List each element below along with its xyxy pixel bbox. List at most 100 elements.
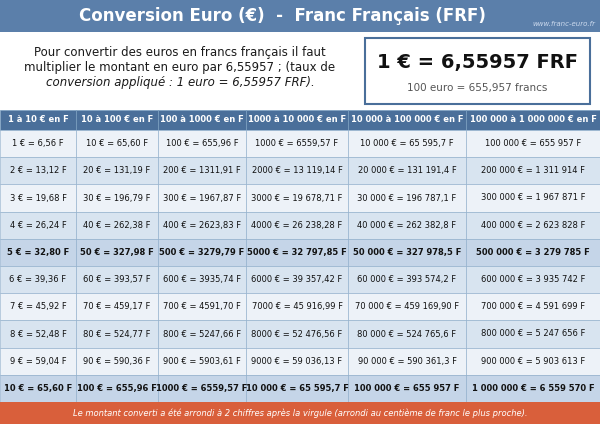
Text: 100 000 à 1 000 000 € en F: 100 000 à 1 000 000 € en F xyxy=(470,115,596,125)
Text: 300 € = 1967,87 F: 300 € = 1967,87 F xyxy=(163,193,241,203)
Text: 100 000 € = 655 957 F: 100 000 € = 655 957 F xyxy=(485,139,581,148)
FancyBboxPatch shape xyxy=(0,402,600,424)
FancyBboxPatch shape xyxy=(0,321,76,348)
FancyBboxPatch shape xyxy=(76,110,158,130)
FancyBboxPatch shape xyxy=(246,184,348,212)
Text: 50 000 € = 327 978,5 F: 50 000 € = 327 978,5 F xyxy=(353,248,461,257)
Text: 1000 € = 6559,57 F: 1000 € = 6559,57 F xyxy=(157,384,248,393)
FancyBboxPatch shape xyxy=(348,130,466,157)
FancyBboxPatch shape xyxy=(0,239,76,266)
FancyBboxPatch shape xyxy=(158,110,246,130)
Text: 10 000 € = 65 595,7 F: 10 000 € = 65 595,7 F xyxy=(245,384,349,393)
Text: 2 € = 13,12 F: 2 € = 13,12 F xyxy=(10,166,67,175)
FancyBboxPatch shape xyxy=(76,321,158,348)
FancyBboxPatch shape xyxy=(76,348,158,375)
Text: 8 € = 52,48 F: 8 € = 52,48 F xyxy=(10,329,67,338)
Text: 30 € = 196,79 F: 30 € = 196,79 F xyxy=(83,193,151,203)
FancyBboxPatch shape xyxy=(348,184,466,212)
FancyBboxPatch shape xyxy=(348,239,466,266)
Text: 1 € = 6,55957 FRF: 1 € = 6,55957 FRF xyxy=(377,53,578,72)
FancyBboxPatch shape xyxy=(0,348,76,375)
Text: 9 € = 59,04 F: 9 € = 59,04 F xyxy=(10,357,67,365)
FancyBboxPatch shape xyxy=(76,212,158,239)
Text: 60 000 € = 393 574,2 F: 60 000 € = 393 574,2 F xyxy=(358,275,457,284)
FancyBboxPatch shape xyxy=(466,348,600,375)
Text: 200 € = 1311,91 F: 200 € = 1311,91 F xyxy=(163,166,241,175)
Text: 600 000 € = 3 935 742 F: 600 000 € = 3 935 742 F xyxy=(481,275,585,284)
Text: 1 à 10 € en F: 1 à 10 € en F xyxy=(8,115,68,125)
FancyBboxPatch shape xyxy=(0,184,76,212)
Text: 500 € = 3279,79 F: 500 € = 3279,79 F xyxy=(160,248,245,257)
FancyBboxPatch shape xyxy=(0,266,76,293)
Text: 9000 € = 59 036,13 F: 9000 € = 59 036,13 F xyxy=(251,357,343,365)
Text: 800 € = 5247,66 F: 800 € = 5247,66 F xyxy=(163,329,241,338)
Text: 400 € = 2623,83 F: 400 € = 2623,83 F xyxy=(163,221,241,230)
Text: 100 euro = 655,957 francs: 100 euro = 655,957 francs xyxy=(407,83,548,93)
Text: 900 000 € = 5 903 613 F: 900 000 € = 5 903 613 F xyxy=(481,357,585,365)
FancyBboxPatch shape xyxy=(76,157,158,184)
Text: 3000 € = 19 678,71 F: 3000 € = 19 678,71 F xyxy=(251,193,343,203)
FancyBboxPatch shape xyxy=(0,32,600,110)
FancyBboxPatch shape xyxy=(246,348,348,375)
FancyBboxPatch shape xyxy=(246,239,348,266)
Text: 80 € = 524,77 F: 80 € = 524,77 F xyxy=(83,329,151,338)
Text: 5000 € = 32 797,85 F: 5000 € = 32 797,85 F xyxy=(247,248,347,257)
Text: 10 000 € = 65 595,7 F: 10 000 € = 65 595,7 F xyxy=(360,139,454,148)
FancyBboxPatch shape xyxy=(246,110,348,130)
Text: 70 000 € = 459 169,90 F: 70 000 € = 459 169,90 F xyxy=(355,302,459,311)
FancyBboxPatch shape xyxy=(0,110,76,130)
FancyBboxPatch shape xyxy=(0,375,76,402)
Text: 100 à 1000 € en F: 100 à 1000 € en F xyxy=(160,115,244,125)
FancyBboxPatch shape xyxy=(0,157,76,184)
FancyBboxPatch shape xyxy=(158,212,246,239)
Text: 7000 € = 45 916,99 F: 7000 € = 45 916,99 F xyxy=(251,302,343,311)
Text: 8000 € = 52 476,56 F: 8000 € = 52 476,56 F xyxy=(251,329,343,338)
Text: 80 000 € = 524 765,6 F: 80 000 € = 524 765,6 F xyxy=(358,329,457,338)
FancyBboxPatch shape xyxy=(158,293,246,321)
FancyBboxPatch shape xyxy=(246,266,348,293)
Text: 70 € = 459,17 F: 70 € = 459,17 F xyxy=(83,302,151,311)
Text: 700 € = 4591,70 F: 700 € = 4591,70 F xyxy=(163,302,241,311)
Text: conversion appliqué : 1 euro = 6,55957 FRF).: conversion appliqué : 1 euro = 6,55957 F… xyxy=(46,76,314,89)
Text: Conversion Euro (€)  -  Franc Français (FRF): Conversion Euro (€) - Franc Français (FR… xyxy=(79,7,485,25)
Text: 6 € = 39,36 F: 6 € = 39,36 F xyxy=(10,275,67,284)
FancyBboxPatch shape xyxy=(466,157,600,184)
Text: 800 000 € = 5 247 656 F: 800 000 € = 5 247 656 F xyxy=(481,329,585,338)
FancyBboxPatch shape xyxy=(466,321,600,348)
Text: 4000 € = 26 238,28 F: 4000 € = 26 238,28 F xyxy=(251,221,343,230)
FancyBboxPatch shape xyxy=(76,130,158,157)
Text: 600 € = 3935,74 F: 600 € = 3935,74 F xyxy=(163,275,241,284)
FancyBboxPatch shape xyxy=(0,293,76,321)
FancyBboxPatch shape xyxy=(0,0,600,32)
Text: 10 000 à 100 000 € en F: 10 000 à 100 000 € en F xyxy=(351,115,463,125)
Text: 40 € = 262,38 F: 40 € = 262,38 F xyxy=(83,221,151,230)
FancyBboxPatch shape xyxy=(466,293,600,321)
FancyBboxPatch shape xyxy=(466,212,600,239)
FancyBboxPatch shape xyxy=(466,266,600,293)
FancyBboxPatch shape xyxy=(0,130,76,157)
Text: 90 000 € = 590 361,3 F: 90 000 € = 590 361,3 F xyxy=(358,357,457,365)
FancyBboxPatch shape xyxy=(246,321,348,348)
Text: 3 € = 19,68 F: 3 € = 19,68 F xyxy=(10,193,67,203)
Text: 60 € = 393,57 F: 60 € = 393,57 F xyxy=(83,275,151,284)
Text: 10 € = 65,60 F: 10 € = 65,60 F xyxy=(4,384,72,393)
FancyBboxPatch shape xyxy=(348,321,466,348)
FancyBboxPatch shape xyxy=(246,375,348,402)
Text: 50 € = 327,98 F: 50 € = 327,98 F xyxy=(80,248,154,257)
Text: 100 € = 655,96 F: 100 € = 655,96 F xyxy=(77,384,157,393)
Text: 100 000 € = 655 957 F: 100 000 € = 655 957 F xyxy=(355,384,460,393)
FancyBboxPatch shape xyxy=(0,212,76,239)
Text: 10 à 100 € en F: 10 à 100 € en F xyxy=(81,115,153,125)
Text: 400 000 € = 2 623 828 F: 400 000 € = 2 623 828 F xyxy=(481,221,585,230)
FancyBboxPatch shape xyxy=(466,130,600,157)
Text: 200 000 € = 1 311 914 F: 200 000 € = 1 311 914 F xyxy=(481,166,585,175)
FancyBboxPatch shape xyxy=(365,38,590,104)
FancyBboxPatch shape xyxy=(466,184,600,212)
FancyBboxPatch shape xyxy=(348,375,466,402)
FancyBboxPatch shape xyxy=(158,266,246,293)
Text: 5 € = 32,80 F: 5 € = 32,80 F xyxy=(7,248,69,257)
FancyBboxPatch shape xyxy=(158,239,246,266)
FancyBboxPatch shape xyxy=(76,266,158,293)
FancyBboxPatch shape xyxy=(76,293,158,321)
FancyBboxPatch shape xyxy=(246,212,348,239)
